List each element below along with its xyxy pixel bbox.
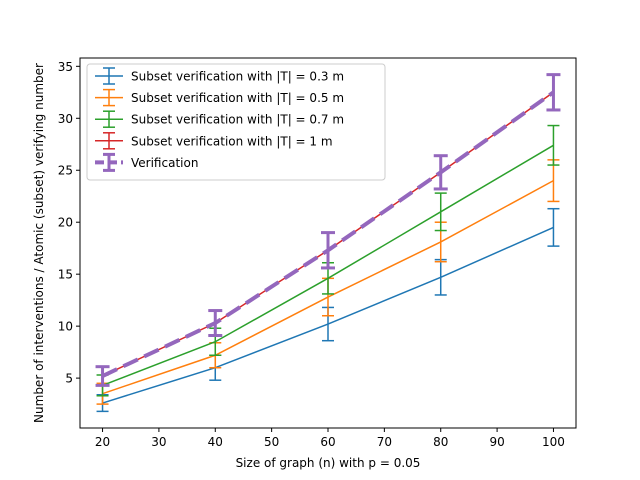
x-tick-label: 40 <box>208 435 223 449</box>
legend-item: Subset verification with |T| = 0.3 m <box>95 67 344 85</box>
x-tick-label: 100 <box>542 435 565 449</box>
x-tick-label: 30 <box>151 435 166 449</box>
x-axis-ticks: 20 30 40 50 60 70 80 90 100 <box>95 428 565 449</box>
legend-label: Subset verification with |T| = 1 m <box>131 134 333 148</box>
y-tick-label: 25 <box>58 164 73 178</box>
x-tick-label: 70 <box>377 435 392 449</box>
y-tick-label: 20 <box>58 216 73 230</box>
y-tick-label: 5 <box>65 372 73 386</box>
y-axis-ticks: 5 10 15 20 25 30 35 <box>58 60 80 386</box>
x-tick-label: 50 <box>264 435 279 449</box>
series-5 <box>95 73 561 387</box>
plot-area <box>95 73 561 413</box>
x-tick-label: 90 <box>489 435 504 449</box>
legend: Subset verification with |T| = 0.3 m Subs… <box>86 63 386 181</box>
series-1 <box>96 207 560 413</box>
y-tick-label: 30 <box>58 112 73 126</box>
legend-box <box>86 63 386 181</box>
legend-label: Subset verification with |T| = 0.3 m <box>131 70 344 84</box>
y-tick-label: 15 <box>58 268 73 282</box>
y-tick-label: 35 <box>58 60 73 74</box>
legend-label: Verification <box>131 156 198 170</box>
legend-label: Subset verification with |T| = 0.7 m <box>131 113 344 127</box>
legend-item: Subset verification with |T| = 1 m <box>95 132 333 150</box>
x-tick-label: 60 <box>320 435 335 449</box>
legend-item: Subset verification with |T| = 0.7 m <box>95 110 344 128</box>
y-tick-label: 10 <box>58 320 73 334</box>
legend-label: Subset verification with |T| = 0.5 m <box>131 91 344 105</box>
y-axis-label: Number of interventions / Atomic (subset… <box>32 63 46 423</box>
x-tick-label: 80 <box>433 435 448 449</box>
x-axis-label: Size of graph (n) with p = 0.05 <box>236 456 421 470</box>
legend-item: Verification <box>95 152 198 172</box>
x-tick-label: 20 <box>95 435 110 449</box>
legend-item: Subset verification with |T| = 0.5 m <box>95 88 344 107</box>
